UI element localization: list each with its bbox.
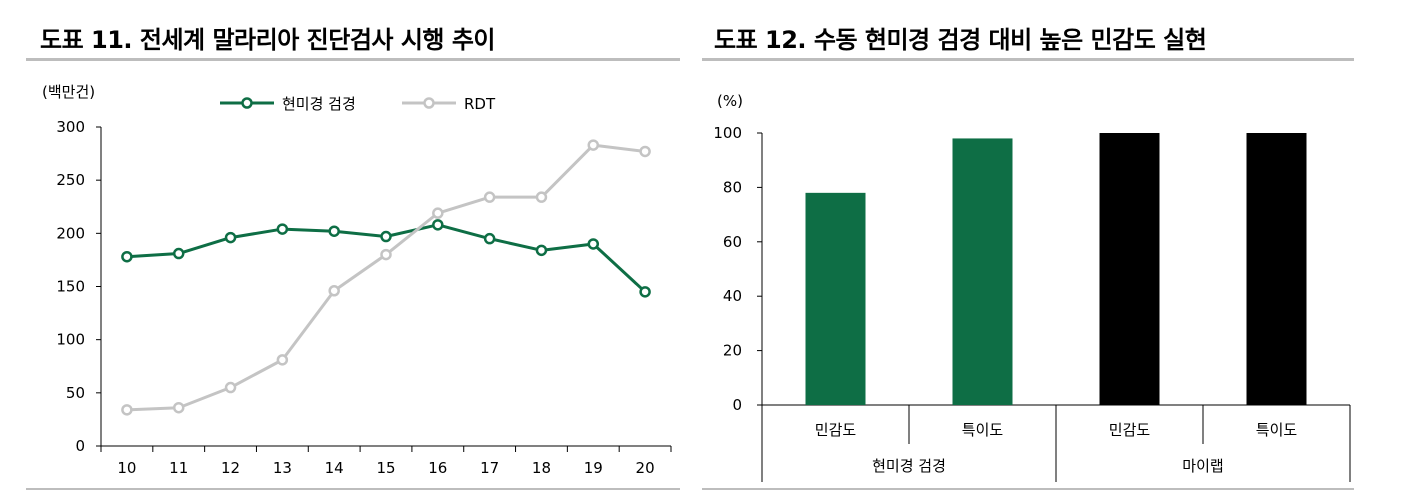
- left-series-point: [224, 231, 237, 244]
- left-x-tick-label: 14: [325, 459, 344, 477]
- right-chart-title: 도표 12. 수동 현미경 검경 대비 높은 민감도 실현: [714, 26, 1207, 54]
- left-series-point: [587, 139, 600, 151]
- right-y-tick-label: 0: [732, 396, 742, 414]
- right-bottom-rule: [702, 488, 1354, 490]
- left-series: [121, 139, 651, 416]
- left-legend: 현미경 검경 RDT: [220, 95, 496, 113]
- left-x-tick-label: 20: [636, 459, 655, 477]
- right-x-group-label: 마이랩: [1182, 457, 1223, 475]
- right-title-rule: [702, 58, 1354, 61]
- right-x-category-label: 민감도: [815, 421, 857, 439]
- left-series-point: [121, 404, 133, 416]
- left-series-point: [639, 286, 651, 298]
- right-panel: 도표 12. 수동 현미경 검경 대비 높은 민감도 실현 (%) 0 20 40 6…: [700, 0, 1408, 496]
- left-x-tick-label: 16: [428, 459, 447, 477]
- left-y-tick-label: 300: [56, 118, 85, 136]
- right-x-category-label: 민감도: [1109, 421, 1151, 439]
- left-y-tick-label: 0: [75, 437, 85, 455]
- left-series-point: [380, 248, 392, 261]
- left-series-point: [432, 219, 444, 231]
- right-bar: [1099, 133, 1160, 405]
- left-y-tick-label: 150: [56, 278, 85, 296]
- left-y-tick-label: 50: [66, 384, 85, 402]
- left-axes: 0 50 100 150 200 250 300 10 11 12 13 14 15 16 17 18 19 20: [56, 118, 672, 477]
- left-legend-swatch-marker: [423, 97, 435, 109]
- left-series-point: [535, 244, 548, 257]
- left-y-tick-label: 250: [56, 171, 85, 189]
- right-y-tick-label: 40: [723, 287, 742, 305]
- left-series-point: [535, 191, 548, 203]
- left-series-point: [224, 381, 237, 394]
- left-legend-label: RDT: [464, 95, 496, 113]
- left-y-tick-label: 200: [56, 224, 85, 242]
- right-x-group-label: 현미경 검경: [872, 457, 946, 475]
- left-unit-label: (백만건): [42, 83, 95, 101]
- right-bar: [952, 138, 1013, 405]
- right-x-category-label: 특이도: [1256, 421, 1298, 439]
- right-y-tick-label: 20: [723, 342, 742, 360]
- left-bottom-rule: [26, 488, 680, 490]
- right-y-tick-label: 100: [713, 124, 742, 142]
- left-x-tick-label: 17: [480, 459, 499, 477]
- left-y-tick-label: 100: [56, 331, 85, 349]
- left-legend-label: 현미경 검경: [282, 95, 356, 113]
- left-x-tick-label: 12: [221, 459, 240, 477]
- left-series-point: [328, 225, 340, 237]
- right-y-tick-label: 60: [723, 233, 742, 251]
- left-series-point: [380, 230, 392, 243]
- left-series-point: [172, 401, 185, 414]
- left-legend-swatch-marker: [241, 97, 253, 109]
- left-x-tick-label: 18: [532, 459, 551, 477]
- right-bar: [805, 192, 866, 405]
- right-bars: [805, 133, 1307, 405]
- left-series-point: [121, 250, 133, 263]
- right-y-tick-label: 80: [723, 178, 742, 196]
- right-x-category-label: 특이도: [962, 421, 1004, 439]
- left-chart-title: 도표 11. 전세계 말라리아 진단검사 시행 추이: [40, 26, 496, 54]
- left-series-point: [432, 207, 444, 219]
- left-panel: 도표 11. 전세계 말라리아 진단검사 시행 추이 (백만건) 현미경 검경 R…: [0, 0, 700, 496]
- left-x-tick-label: 13: [273, 459, 292, 477]
- left-line-chart: (백만건) 현미경 검경 RDT 0 50 100 150 200 250 300 10 11 12…: [42, 83, 672, 477]
- left-x-tick-label: 10: [117, 459, 136, 477]
- left-series-point: [276, 223, 289, 235]
- left-series-point: [328, 285, 340, 297]
- left-x-tick-label: 11: [169, 459, 188, 477]
- left-series-point: [587, 238, 600, 250]
- left-series-point: [172, 247, 185, 260]
- left-series-point: [483, 232, 496, 245]
- left-title-rule: [26, 58, 680, 61]
- right-bar: [1246, 133, 1307, 405]
- left-x-tick-label: 15: [376, 459, 395, 477]
- left-series-point: [639, 145, 651, 158]
- right-unit-label: (%): [717, 92, 743, 110]
- left-series-line-1: [126, 143, 646, 412]
- left-series-point: [483, 191, 496, 203]
- left-x-tick-label: 19: [584, 459, 603, 477]
- left-series-point: [276, 354, 289, 366]
